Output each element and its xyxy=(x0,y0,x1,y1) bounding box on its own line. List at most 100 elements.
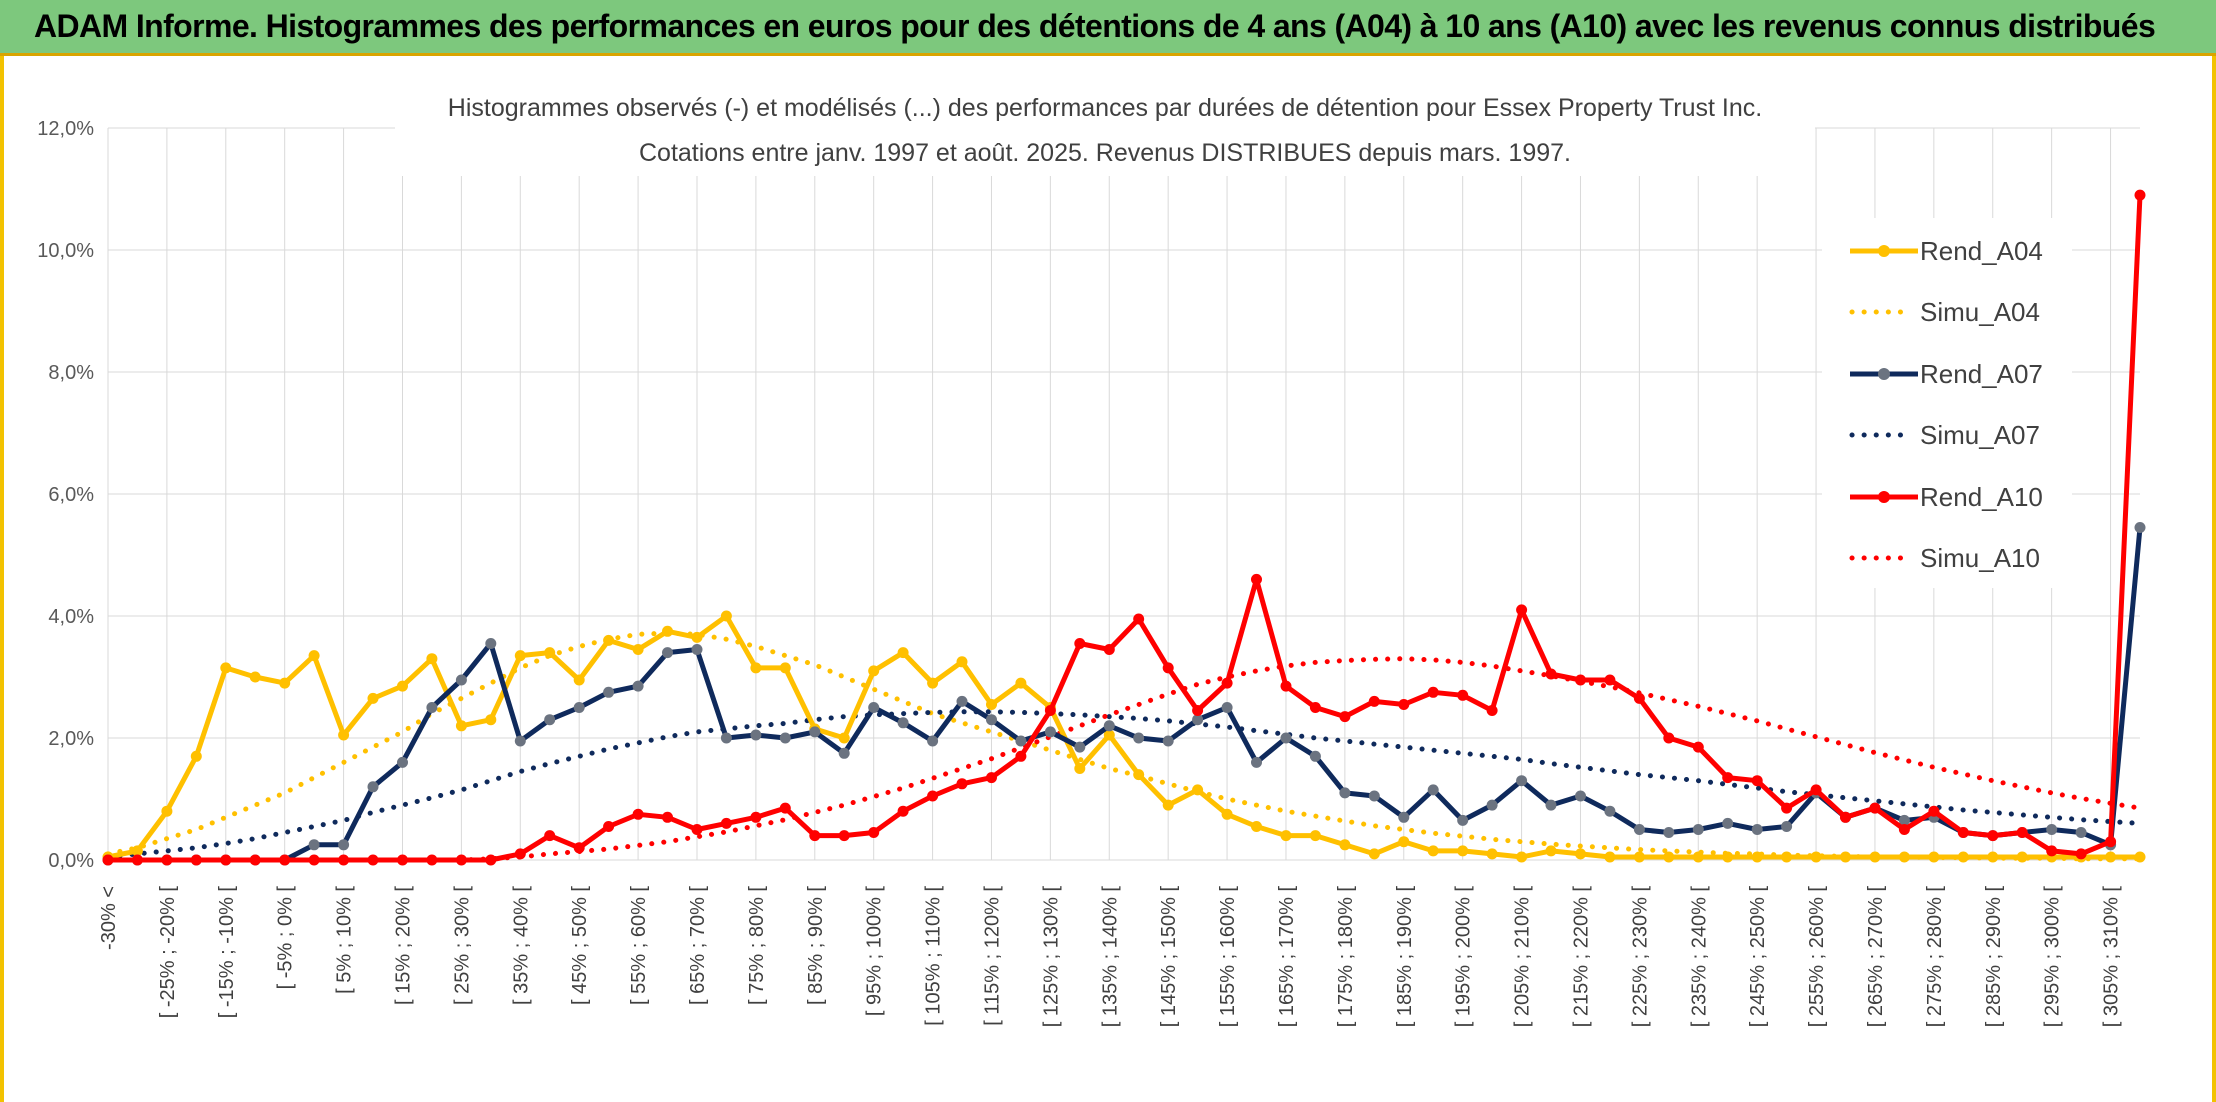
data-point xyxy=(308,839,320,851)
data-point xyxy=(927,790,939,802)
data-point xyxy=(1339,711,1351,723)
data-point xyxy=(279,854,291,866)
data-point xyxy=(691,824,703,835)
legend-marker xyxy=(1878,491,1890,503)
data-point xyxy=(1840,851,1851,863)
data-point xyxy=(514,650,526,662)
data-point xyxy=(779,802,791,814)
data-point xyxy=(1898,851,1910,863)
data-point xyxy=(927,735,939,747)
data-point xyxy=(1280,732,1292,744)
data-point xyxy=(367,692,379,704)
data-point xyxy=(2134,851,2146,863)
legend-label: Simu_A04 xyxy=(1920,297,2040,327)
legend-label: Rend_A07 xyxy=(1920,359,2043,389)
data-point xyxy=(1810,784,1822,796)
x-tick-label: [ 5% ; 10% [ xyxy=(334,886,356,994)
data-point xyxy=(1339,839,1351,851)
data-point xyxy=(691,644,703,655)
data-point xyxy=(1869,802,1881,814)
y-tick-label: 6,0% xyxy=(48,484,94,506)
x-tick-label: [ -5% ; 0% [ xyxy=(275,886,297,990)
x-tick-label: [ 145% ; 150% [ xyxy=(1158,886,1180,1028)
data-point xyxy=(1251,573,1262,585)
data-point xyxy=(838,830,850,842)
data-point xyxy=(632,680,644,692)
data-point xyxy=(720,610,732,622)
data-point xyxy=(397,756,408,768)
y-tick-label: 12,0% xyxy=(37,118,94,140)
data-point xyxy=(249,854,261,866)
data-point xyxy=(956,656,968,668)
data-point xyxy=(367,854,379,866)
x-tick-label: [ 45% ; 50% [ xyxy=(569,886,591,1005)
data-point xyxy=(691,631,703,643)
x-tick-label: [ 25% ; 30% [ xyxy=(451,886,473,1005)
legend-label: Rend_A10 xyxy=(1920,482,2043,512)
data-point xyxy=(986,699,997,710)
data-point xyxy=(161,854,173,866)
data-point xyxy=(838,732,850,744)
data-point xyxy=(1133,769,1145,781)
data-point xyxy=(573,674,585,686)
data-point xyxy=(1663,827,1675,838)
data-point xyxy=(1545,668,1557,680)
data-point xyxy=(1457,845,1469,857)
y-tick-label: 0,0% xyxy=(48,850,94,872)
data-point xyxy=(544,830,556,842)
legend-label: Rend_A04 xyxy=(1920,236,2043,266)
data-point xyxy=(2075,848,2087,860)
data-point xyxy=(603,634,615,646)
data-point xyxy=(956,778,968,790)
data-point xyxy=(1133,613,1145,625)
x-tick-label: [ 95% ; 100% [ xyxy=(864,886,886,1017)
data-point xyxy=(1486,848,1498,860)
x-tick-label: [ 15% ; 20% [ xyxy=(392,886,414,1005)
x-tick-label: [ -25% ; -20% [ xyxy=(157,886,179,1019)
data-point xyxy=(662,811,673,823)
x-tick-label: -30% < xyxy=(98,886,120,950)
legend-background xyxy=(1822,218,2072,588)
x-tick-label: [ 35% ; 40% [ xyxy=(510,886,532,1005)
data-point xyxy=(1751,824,1763,835)
data-point xyxy=(1309,750,1321,762)
data-point xyxy=(485,854,497,866)
data-point xyxy=(2016,851,2028,863)
data-point xyxy=(514,735,526,747)
data-point xyxy=(1751,851,1763,863)
data-point xyxy=(868,665,880,677)
data-point xyxy=(1604,805,1616,817)
y-tick-label: 8,0% xyxy=(48,362,94,384)
data-point xyxy=(897,805,909,817)
data-point xyxy=(2134,522,2146,533)
x-tick-label: [ 75% ; 80% [ xyxy=(746,886,768,1005)
data-point xyxy=(367,781,379,793)
data-point xyxy=(868,827,880,838)
x-tick-label: [ 275% ; 280% [ xyxy=(1924,886,1946,1028)
series-line-rend-a07 xyxy=(108,527,2143,863)
data-point xyxy=(1604,851,1616,863)
data-point xyxy=(1575,848,1586,860)
data-point xyxy=(1103,729,1115,741)
data-point xyxy=(1486,799,1498,811)
data-point xyxy=(603,821,615,832)
data-point xyxy=(720,817,732,829)
data-point xyxy=(1427,845,1439,857)
data-point xyxy=(220,854,232,866)
data-point xyxy=(2134,189,2146,201)
data-point xyxy=(1663,851,1675,863)
data-point xyxy=(514,848,526,860)
x-tick-label: [ 85% ; 90% [ xyxy=(805,886,827,1005)
data-point xyxy=(338,839,350,851)
data-point xyxy=(190,854,202,866)
data-point xyxy=(1427,784,1439,796)
data-point xyxy=(1309,830,1321,842)
data-point xyxy=(1133,732,1145,744)
data-point xyxy=(1692,824,1704,835)
data-point xyxy=(986,714,997,726)
data-point xyxy=(809,830,821,842)
chart-series xyxy=(102,189,2146,866)
x-tick-label: [ 65% ; 70% [ xyxy=(687,886,709,1005)
data-point xyxy=(544,647,556,659)
